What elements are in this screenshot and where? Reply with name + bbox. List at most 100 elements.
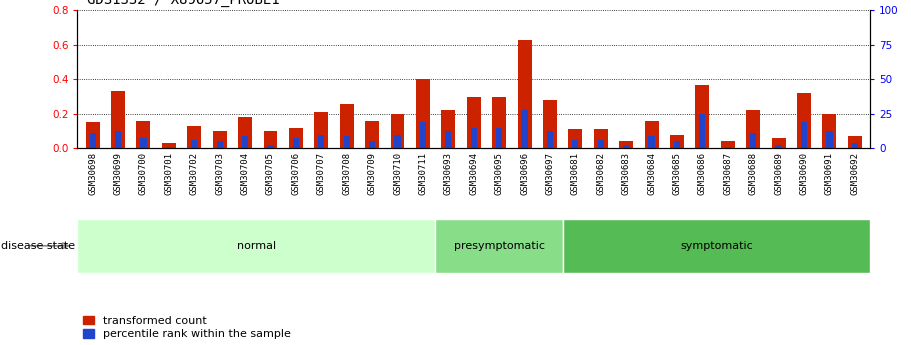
Text: GSM30699: GSM30699 [114,152,123,195]
Bar [496,128,502,148]
Bar [420,122,426,148]
Bar [674,141,681,148]
Text: GSM30705: GSM30705 [266,152,275,195]
Bar [191,140,198,148]
Bar [318,135,324,148]
Bar [162,143,176,148]
Bar [289,128,302,148]
Bar [645,121,659,148]
Bar [543,100,557,148]
Bar [217,141,223,148]
Text: GSM30691: GSM30691 [824,152,834,195]
Bar [746,110,760,148]
Bar [848,136,862,148]
Bar [466,97,481,148]
Bar [823,114,836,148]
Bar [292,138,299,148]
Text: GSM30682: GSM30682 [596,152,605,195]
Bar [563,219,870,273]
Text: normal: normal [237,241,276,251]
Bar [111,91,125,148]
Text: GSM30694: GSM30694 [469,152,478,195]
Text: GSM30706: GSM30706 [292,152,301,195]
Text: GSM30700: GSM30700 [139,152,148,195]
Bar [775,145,782,148]
Bar [471,128,476,148]
Bar [416,79,430,148]
Bar [115,131,121,148]
Bar [700,114,705,148]
Bar [750,133,756,148]
Bar [568,129,582,148]
Bar [166,147,172,148]
Text: GSM30696: GSM30696 [520,152,529,195]
Text: GSM30690: GSM30690 [800,152,808,195]
Bar [623,145,630,148]
Bar [695,85,710,148]
Bar [547,131,553,148]
Bar [801,122,807,148]
Text: GSM30686: GSM30686 [698,152,707,195]
Bar [394,135,401,148]
Bar [492,97,507,148]
Bar [649,136,655,148]
Text: GSM30689: GSM30689 [774,152,783,195]
Text: GDS1332 / X89657_PROBE1: GDS1332 / X89657_PROBE1 [87,0,279,7]
Bar [77,219,435,273]
Text: GSM30687: GSM30687 [723,152,732,195]
Bar [391,114,404,148]
Legend: transformed count, percentile rank within the sample: transformed count, percentile rank withi… [83,316,291,339]
Bar [267,145,273,148]
Text: GSM30681: GSM30681 [571,152,579,195]
Bar [238,117,252,148]
Bar [797,93,811,148]
Bar [365,121,379,148]
Text: GSM30697: GSM30697 [546,152,555,195]
Bar [594,129,608,148]
Bar [445,131,452,148]
Bar [212,131,227,148]
Text: GSM30684: GSM30684 [647,152,656,195]
Bar [521,110,527,148]
Bar [314,112,328,148]
Bar [188,126,201,148]
Bar [140,138,147,148]
Bar [572,140,578,148]
Bar [343,136,350,148]
Bar [86,122,99,148]
Bar [340,104,353,148]
Text: disease state: disease state [1,241,75,251]
Text: GSM30688: GSM30688 [749,152,758,195]
Bar [724,147,731,148]
Text: GSM30695: GSM30695 [495,152,504,195]
Text: GSM30703: GSM30703 [215,152,224,195]
Text: GSM30710: GSM30710 [393,152,402,195]
Bar [852,143,858,148]
Bar [263,131,278,148]
Bar [89,133,96,148]
Bar [441,110,456,148]
Bar [772,138,785,148]
Text: symptomatic: symptomatic [681,241,753,251]
Bar [598,140,604,148]
Bar [435,219,563,273]
Bar [619,141,633,148]
Text: GSM30707: GSM30707 [317,152,326,195]
Text: GSM30709: GSM30709 [368,152,376,195]
Text: GSM30692: GSM30692 [850,152,859,195]
Text: GSM30711: GSM30711 [418,152,427,195]
Bar [137,121,150,148]
Bar [517,40,531,148]
Text: GSM30704: GSM30704 [241,152,250,195]
Text: GSM30708: GSM30708 [343,152,352,195]
Bar [721,141,735,148]
Bar [670,135,684,148]
Text: presymptomatic: presymptomatic [454,241,545,251]
Text: GSM30698: GSM30698 [88,152,97,195]
Text: GSM30701: GSM30701 [164,152,173,195]
Text: GSM30683: GSM30683 [621,152,630,195]
Text: GSM30685: GSM30685 [672,152,681,195]
Text: GSM30693: GSM30693 [444,152,453,195]
Bar [826,131,833,148]
Bar [369,141,375,148]
